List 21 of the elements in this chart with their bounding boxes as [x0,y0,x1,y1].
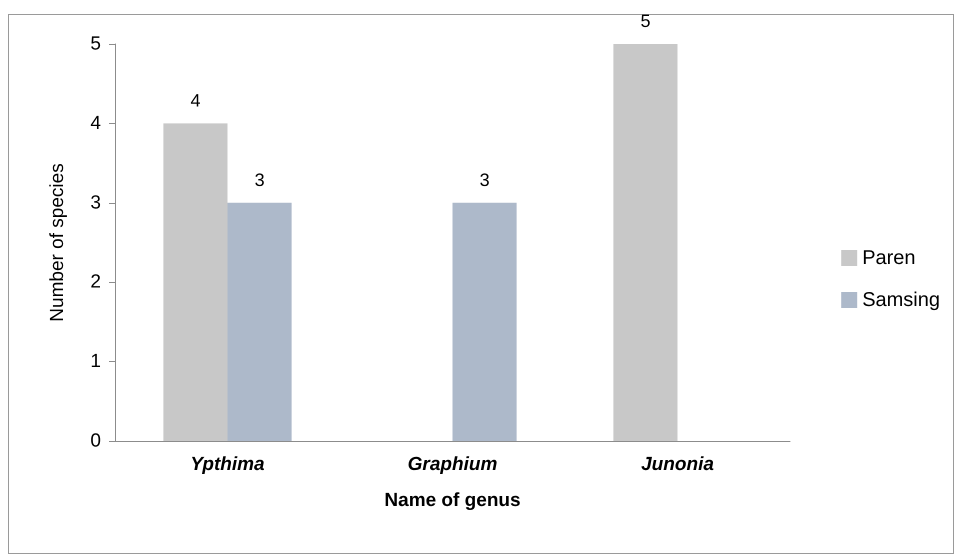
x-tick-label: Junonia [641,454,714,475]
y-tick-label: 3 [90,192,101,214]
legend-label: Samsing [862,289,940,311]
x-axis-title: Name of genus [384,490,521,511]
data-label: 3 [254,170,265,190]
bar [452,202,517,441]
y-tick-label: 0 [90,430,101,452]
bar [228,202,292,441]
y-tick-label: 5 [90,34,101,54]
x-tick-label: Ypthima [190,454,266,475]
bar [613,44,678,441]
bar [163,123,228,441]
y-tick-label: 1 [90,351,101,372]
data-label: 3 [480,170,490,190]
legend-label: Paren [862,247,916,269]
data-label: 5 [640,11,650,31]
y-axis-title: Number of species [47,163,68,322]
x-tick-label: Graphium [408,454,498,475]
data-label: 4 [190,90,200,110]
y-tick-label: 2 [90,272,101,293]
y-tick-label: 4 [90,112,102,134]
